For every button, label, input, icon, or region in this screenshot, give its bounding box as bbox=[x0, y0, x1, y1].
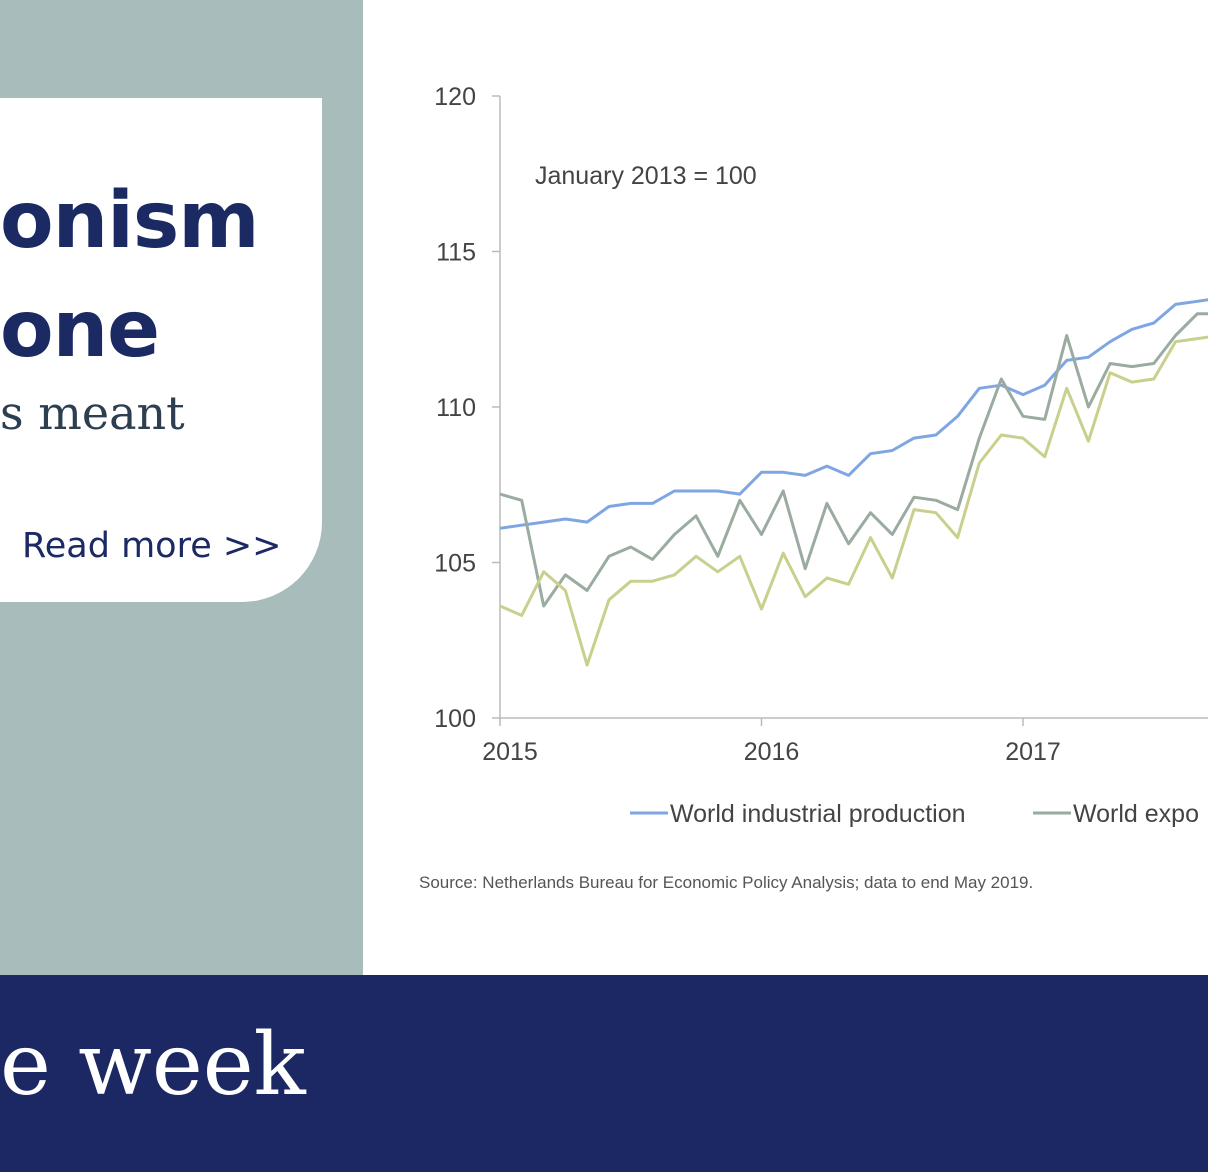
source-note: Source: Netherlands Bureau for Economic … bbox=[419, 873, 1033, 892]
read-more-link[interactable]: Read more >> bbox=[22, 526, 282, 566]
banner-title: e week bbox=[0, 1015, 306, 1115]
x-tick-label: 2017 bbox=[1005, 738, 1061, 766]
y-tick-label: 100 bbox=[434, 705, 476, 733]
chart-annotation: January 2013 = 100 bbox=[535, 162, 757, 190]
chart-area: 100 105 110 115 120 2015 2016 2017 January 2013… bbox=[363, 0, 1208, 975]
series-line-1 bbox=[499, 298, 1208, 530]
y-tick-label: 105 bbox=[434, 550, 476, 578]
headline-line-2: one bbox=[0, 285, 160, 375]
headline-line-1: onism bbox=[0, 176, 260, 266]
x-tick-label: 2016 bbox=[744, 738, 800, 766]
standfirst: s meant bbox=[0, 386, 185, 440]
line-chart: 100 105 110 115 120 2015 2016 2017 January 2013… bbox=[419, 83, 1208, 892]
teaser-card[interactable]: onism one s meant Read more >> bbox=[0, 98, 322, 602]
y-tick-label: 115 bbox=[436, 239, 476, 267]
legend-label-1: World industrial production bbox=[670, 800, 966, 828]
y-tick-label: 110 bbox=[436, 394, 476, 422]
chart-series bbox=[499, 298, 1208, 667]
legend-label-2: World expo bbox=[1073, 800, 1199, 828]
left-panel: onism one s meant Read more >> bbox=[0, 0, 363, 975]
x-tick-label: 2015 bbox=[482, 738, 538, 766]
series-line-3 bbox=[499, 335, 1208, 667]
series-line-2 bbox=[499, 312, 1208, 608]
chart-axes: 100 105 110 115 120 2015 2016 2017 bbox=[434, 83, 1208, 766]
bottom-banner: e week bbox=[0, 975, 1208, 1172]
y-tick-label: 120 bbox=[434, 83, 476, 111]
chart-legend: World industrial production World expo bbox=[630, 800, 1199, 828]
